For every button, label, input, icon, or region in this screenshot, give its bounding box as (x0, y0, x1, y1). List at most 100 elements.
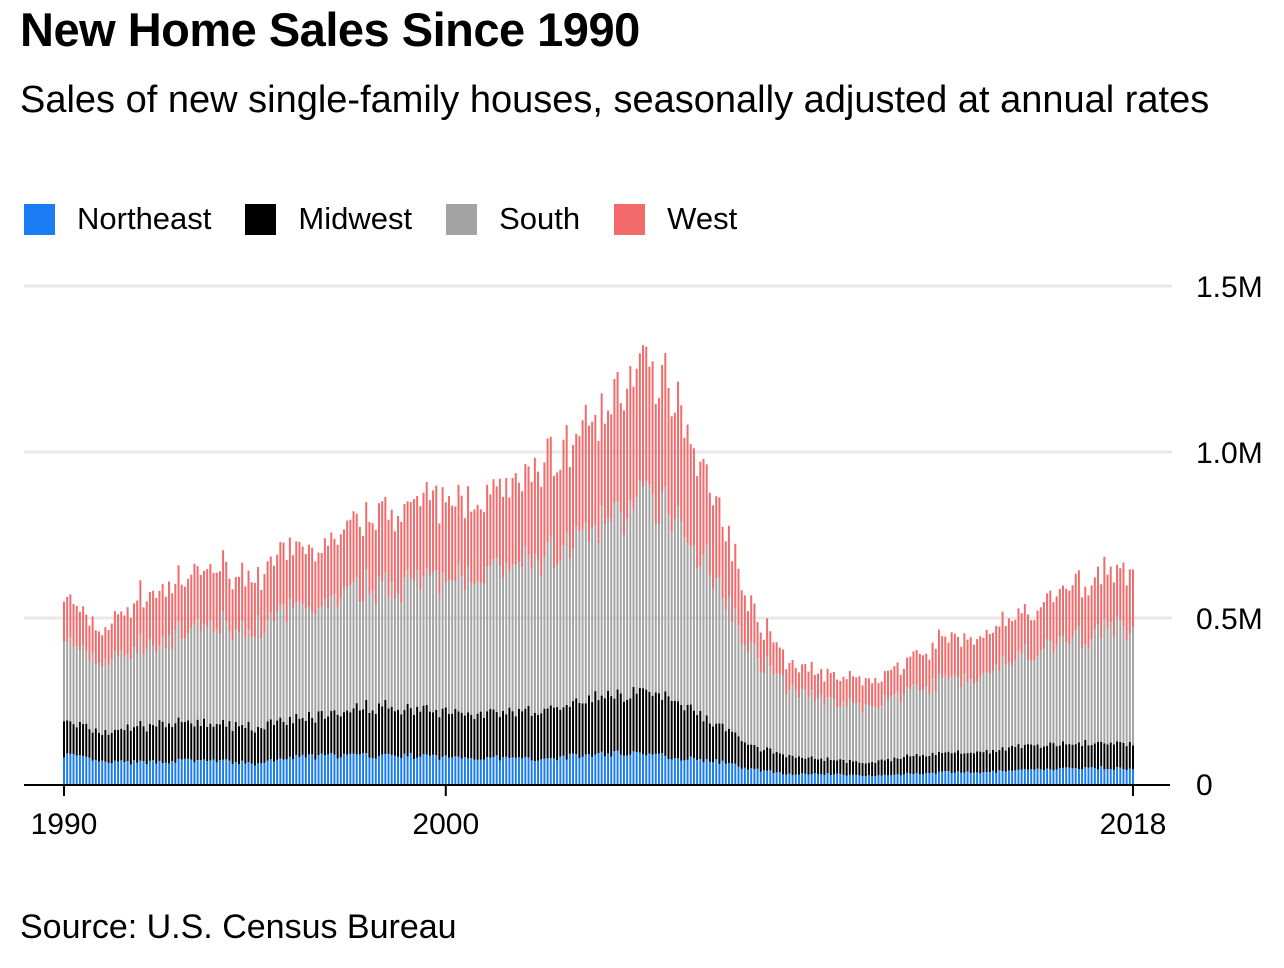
bar-midwest (600, 695, 603, 752)
bar-northeast (237, 764, 240, 784)
bar-month (301, 546, 304, 784)
bar-west (1033, 620, 1036, 661)
bar-west (222, 550, 225, 612)
bar-midwest (1119, 741, 1122, 768)
bar-northeast (1087, 767, 1090, 784)
bar-northeast (279, 758, 282, 784)
bar-midwest (222, 719, 225, 760)
bar-south (645, 480, 648, 690)
bar-west (489, 494, 492, 566)
bar-south (282, 605, 285, 722)
bar-month (206, 569, 209, 784)
bar-month (393, 531, 396, 784)
bar-midwest (909, 756, 912, 774)
bar-south (126, 654, 129, 725)
bar-south (495, 557, 498, 713)
bar-south (1001, 655, 1004, 748)
bar-west (199, 574, 202, 632)
bar-northeast (1042, 770, 1045, 784)
bar-northeast (568, 753, 571, 784)
bar-month (861, 685, 864, 784)
bar-west (336, 544, 339, 608)
bar-midwest (1020, 747, 1023, 770)
bar-midwest (333, 710, 336, 755)
bar-south (1014, 660, 1017, 747)
bar-month (381, 501, 384, 784)
bar-month (867, 678, 870, 784)
bar-west (673, 412, 676, 520)
bar-midwest (171, 727, 174, 762)
bar-northeast (591, 756, 594, 784)
bar-midwest (470, 714, 473, 759)
bar-midwest (957, 750, 960, 772)
bar-midwest (848, 759, 851, 775)
bar-midwest (1100, 741, 1103, 767)
bar-west (69, 594, 72, 638)
bar-midwest (941, 752, 944, 772)
bar-northeast (696, 759, 699, 784)
bar-midwest (381, 706, 384, 755)
bar-south (298, 601, 301, 719)
bar-west (766, 618, 769, 657)
bar-northeast (871, 776, 874, 784)
y-tick-label: 0.5M (1196, 603, 1263, 636)
bar-midwest (180, 722, 183, 760)
bar-northeast (909, 773, 912, 784)
bar-south (750, 641, 753, 745)
bar-south (969, 678, 972, 753)
bar-midwest (451, 713, 454, 758)
bar-northeast (225, 759, 228, 784)
bar-northeast (317, 755, 320, 784)
bar-midwest (397, 709, 400, 757)
bar-northeast (311, 754, 314, 784)
bar-west (540, 487, 543, 577)
bar-south (489, 565, 492, 710)
bar-month (540, 487, 543, 784)
bar-month (69, 594, 72, 784)
bar-south (263, 633, 266, 730)
bar-northeast (654, 753, 657, 784)
bar-month (928, 659, 931, 784)
bar-month (486, 484, 489, 784)
bar-month (890, 669, 893, 784)
bar-west (1090, 585, 1093, 639)
bar-month (368, 521, 371, 784)
bar-west (887, 670, 890, 701)
bar-northeast (451, 757, 454, 784)
bar-northeast (1074, 767, 1077, 784)
bar-northeast (702, 762, 705, 784)
bar-midwest (629, 698, 632, 755)
bar-south (864, 704, 867, 764)
bar-month (1128, 569, 1131, 784)
bar-month (648, 366, 651, 784)
bar-northeast (206, 761, 209, 784)
bar-west (1011, 621, 1014, 666)
bar-south (667, 514, 670, 697)
bar-south (425, 568, 428, 706)
bar-west (801, 664, 804, 689)
bar-northeast (600, 751, 603, 784)
bar-south (922, 690, 925, 755)
bar-west (514, 473, 517, 566)
bar-northeast (371, 758, 374, 784)
bar-south (1007, 662, 1010, 748)
bar-west (521, 491, 524, 568)
bar-midwest (594, 691, 597, 755)
bar-west (327, 545, 330, 609)
bar-northeast (1109, 769, 1112, 784)
bar-west (1081, 597, 1084, 649)
bar-midwest (463, 715, 466, 758)
bar-midwest (874, 762, 877, 777)
bar-west (517, 482, 520, 562)
bar-south (349, 585, 352, 713)
bar-northeast (546, 758, 549, 784)
bar-northeast (498, 760, 501, 784)
bar-south (731, 622, 734, 732)
bar-northeast (438, 759, 441, 784)
bar-west (677, 381, 680, 507)
bar-midwest (976, 751, 979, 773)
bar-northeast (298, 756, 301, 784)
bar-northeast (1090, 767, 1093, 784)
bar-midwest (667, 696, 670, 760)
bar-west (152, 590, 155, 646)
